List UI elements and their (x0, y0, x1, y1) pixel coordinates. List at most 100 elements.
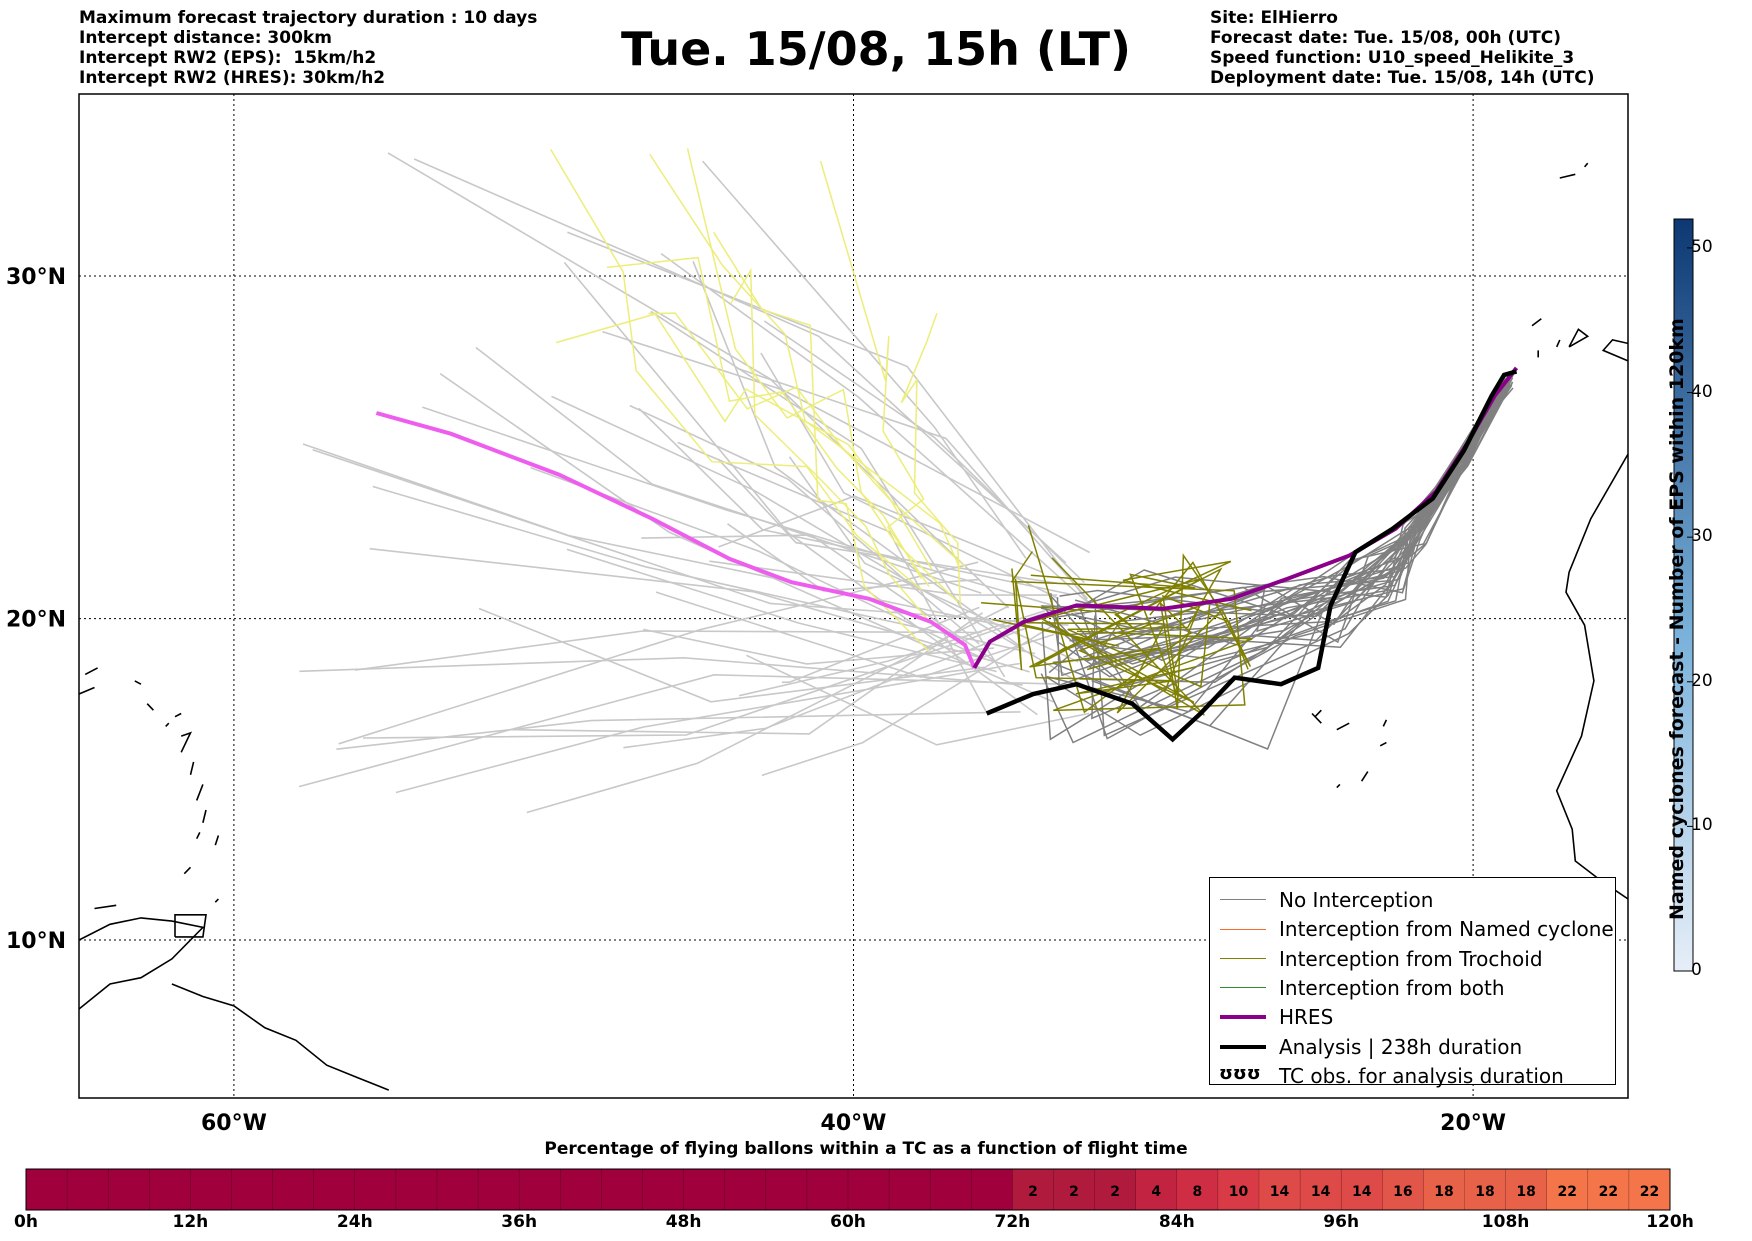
legend-label: TC obs. for analysis duration (1279, 1063, 1564, 1088)
coastline-segment (79, 686, 95, 695)
time-bar-tick-label: 0h (14, 1212, 38, 1232)
eps-light-trajectory (336, 711, 1021, 750)
time-bar-tick-label: 84h (1158, 1212, 1195, 1232)
eps-light-trajectory (701, 160, 1027, 559)
time-bar-cell (1012, 1169, 1054, 1210)
legend-label: HRES (1279, 1005, 1334, 1030)
coastline-segment (189, 761, 195, 775)
legend-label: Interception from both (1279, 975, 1505, 1000)
time-bar-tick-label: 48h (665, 1212, 702, 1232)
header-left-line: Maximum forecast trajectory duration : 1… (79, 8, 538, 28)
coastline-segment (202, 809, 207, 823)
tc-symbol-icon: ʊʊʊ (1219, 1062, 1261, 1084)
analysis-trajectory (985, 369, 1518, 743)
pink-trajectory (375, 411, 977, 669)
map-frame (78, 93, 1629, 1099)
eps-light-trajectory (739, 609, 1045, 697)
eps-light-trajectory (298, 673, 1059, 788)
coastline-segment (84, 667, 98, 676)
coastline-segment (195, 784, 204, 801)
legend-line-swatch (1220, 957, 1266, 959)
time-bar-cell-label: 14 (1352, 1184, 1372, 1200)
time-bar-cell (1135, 1169, 1177, 1210)
time-bar-tick-label: 36h (501, 1212, 538, 1232)
time-bar-cell (1094, 1169, 1136, 1210)
time-bar-tick-label: 24h (336, 1212, 373, 1232)
eps-light-trajectory (526, 605, 1009, 814)
lon-tick-label: 40°W (821, 1111, 887, 1136)
time-bar-cell-label: 14 (1311, 1184, 1331, 1200)
coastline-segment (1568, 328, 1590, 348)
eps-light-trajectory (551, 395, 1096, 693)
eps-trochoid-trajectory (1010, 551, 1253, 712)
time-bar-cell (1259, 1169, 1301, 1210)
time-bar-tick-label: 108h (1481, 1212, 1530, 1232)
time-bar-cell (1176, 1169, 1218, 1210)
eps-trochoid-trajectory (992, 578, 1203, 671)
time-bar-cell-label: 18 (1475, 1184, 1494, 1200)
eps-trochoid-trajectory (981, 560, 1252, 629)
coastline-segment (79, 917, 205, 1010)
eps-light-trajectories (298, 152, 1096, 814)
time-bar-cell (1217, 1169, 1259, 1210)
eps-light-trajectory (746, 654, 1090, 746)
coastline-segment (195, 832, 201, 840)
time-bar-tick-label: 60h (830, 1212, 866, 1232)
legend-item: Interception from Trochoid (1216, 945, 1611, 974)
time-bar: 2 2 2 4 8 10 14 14 14 16 18 18 18 22 22 22 (25, 1168, 1671, 1211)
coastline-segment (1336, 722, 1350, 731)
coastlines (79, 162, 1663, 1091)
eps-yellow-trajectory (713, 231, 930, 653)
colorbar (1673, 218, 1694, 972)
eps-light-trajectory (760, 352, 1059, 600)
header-right-line: Forecast date: Tue. 15/08, 00h (UTC) (1210, 28, 1561, 48)
eps-light-trajectory (338, 561, 979, 745)
colorbar-tick-label: 10 (1691, 815, 1713, 836)
eps-light-trajectory (387, 152, 1010, 609)
eps-trochoid-trajectory (1011, 568, 1197, 695)
coastline-segment (174, 914, 207, 938)
coastline-segment (1336, 783, 1341, 789)
eps-light-trajectory (692, 261, 1024, 650)
eps-light-trajectory (763, 320, 1085, 583)
eps-yellow-trajectories (550, 148, 967, 653)
eps-light-trajectory (717, 458, 1059, 585)
eps-yellow-trajectory (648, 312, 933, 570)
eps-light-trajectory (655, 591, 1055, 678)
time-bar-cell-label: 2 (1069, 1184, 1079, 1200)
eps-light-trajectory (369, 547, 1030, 673)
coastline-segment (214, 898, 219, 903)
legend-label: Interception from Named cyclone (1279, 917, 1614, 942)
coastline-segment (134, 680, 142, 685)
legend-line-swatch (1220, 1044, 1266, 1049)
colorbar-tick-label: 50 (1691, 236, 1713, 257)
eps-gray-trajectory (1091, 378, 1508, 720)
time-bar-cell (1464, 1169, 1506, 1210)
colorbar-ticks (1687, 247, 1693, 972)
time-bar-cell-label: 2 (1028, 1184, 1038, 1200)
time-bar-cell-label: 10 (1229, 1184, 1249, 1200)
time-bar-cell (1505, 1169, 1547, 1210)
coastline-segment (183, 866, 192, 875)
eps-light-trajectory (413, 158, 1067, 564)
coastline-segment (1647, 322, 1663, 343)
legend-item: Analysis | 238h duration (1216, 1033, 1611, 1062)
eps-light-trajectory (299, 656, 1023, 686)
eps-no-interception-trajectories (1040, 374, 1514, 750)
coastline-segment (1583, 162, 1589, 168)
legend-item: Interception from both (1216, 974, 1611, 1003)
eps-light-trajectory (354, 630, 982, 671)
eps-trochoid-trajectory (1026, 561, 1252, 714)
coastline-segment (94, 904, 117, 910)
lon-tick-label: 20°W (1440, 1111, 1506, 1136)
eps-light-trajectory (439, 372, 1054, 703)
lon-tick-label: 60°W (201, 1111, 267, 1136)
coastline-segment (1360, 771, 1369, 782)
time-bar-cell (1053, 1169, 1095, 1210)
colorbar-tick-label: 20 (1691, 670, 1713, 691)
eps-light-trajectory (566, 548, 997, 673)
header-left-info: Maximum forecast trajectory duration : 1… (79, 8, 537, 88)
coastline-segment (1314, 709, 1322, 718)
eps-light-trajectory (478, 607, 985, 703)
legend-line-swatch (1220, 987, 1266, 989)
